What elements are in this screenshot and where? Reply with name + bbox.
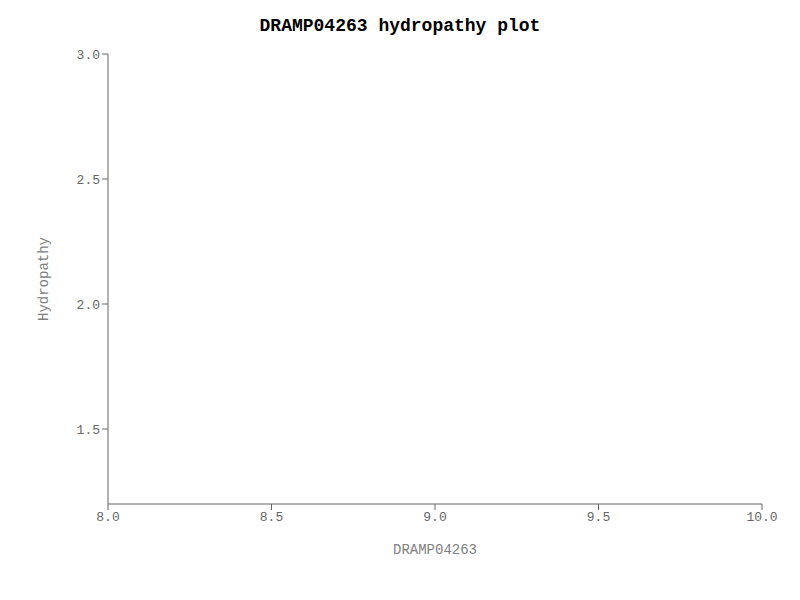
html-text:DRAMP04263 hydropathy plot: DRAMP04263 hydropathy plot — [259, 16, 541, 36]
svg-text:8.5: 8.5 — [260, 510, 283, 525]
svg-text:9.0: 9.0 — [423, 510, 446, 525]
svg-text:9.5: 9.5 — [587, 510, 610, 525]
svg-text:2.5: 2.5 — [77, 173, 100, 188]
svg-text:8.0: 8.0 — [96, 510, 119, 525]
svg-text:1.5: 1.5 — [77, 423, 100, 438]
svg-text:3.0: 3.0 — [77, 48, 100, 63]
svg-text:Hydropathy: Hydropathy — [36, 237, 52, 321]
svg-text:10.0: 10.0 — [746, 510, 777, 525]
svg-text:DRAMP04263: DRAMP04263 — [393, 542, 477, 558]
svg-text:2.0: 2.0 — [77, 298, 100, 313]
